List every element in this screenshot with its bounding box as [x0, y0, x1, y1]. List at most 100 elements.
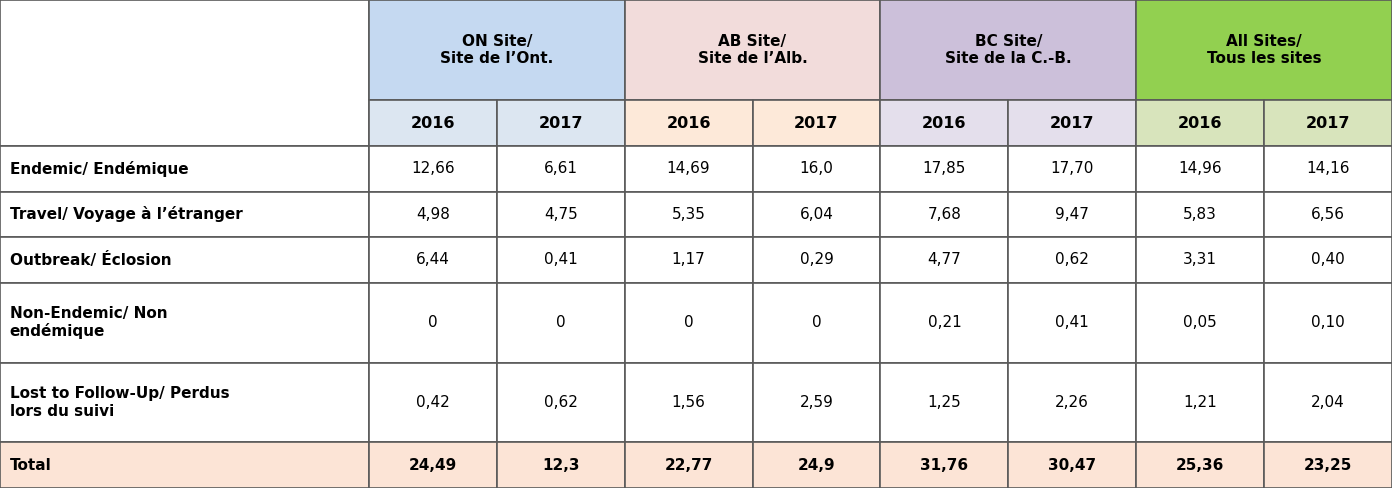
Text: 25,36: 25,36 [1176, 458, 1225, 473]
Text: 6,44: 6,44 [416, 252, 450, 267]
Bar [1264, 283, 1392, 363]
Text: 2,59: 2,59 [799, 395, 834, 410]
Bar [881, 283, 1008, 363]
Text: 0: 0 [555, 315, 565, 330]
Text: 2017: 2017 [539, 116, 583, 131]
Bar [369, 0, 625, 101]
Bar [369, 101, 497, 146]
Text: 17,85: 17,85 [923, 161, 966, 176]
Bar [497, 237, 625, 283]
Bar [497, 101, 625, 146]
Text: 2016: 2016 [922, 116, 966, 131]
Bar [1008, 283, 1136, 363]
Text: All Sites/
Tous les sites: All Sites/ Tous les sites [1207, 34, 1321, 66]
Text: 2016: 2016 [667, 116, 711, 131]
Bar [625, 0, 880, 101]
Bar [753, 101, 881, 146]
Text: 12,3: 12,3 [541, 458, 579, 473]
Text: 6,56: 6,56 [1311, 207, 1345, 222]
Bar [625, 363, 753, 443]
Text: 1,25: 1,25 [927, 395, 962, 410]
Bar [625, 101, 753, 146]
Text: 4,77: 4,77 [927, 252, 962, 267]
Bar [1008, 192, 1136, 237]
Text: BC Site/
Site de la C.-B.: BC Site/ Site de la C.-B. [945, 34, 1072, 66]
Bar [625, 146, 753, 192]
Bar [0, 0, 369, 146]
Bar [1264, 146, 1392, 192]
Bar [497, 363, 625, 443]
Text: 2016: 2016 [411, 116, 455, 131]
Bar [1008, 363, 1136, 443]
Bar [881, 0, 1136, 101]
Bar [625, 192, 753, 237]
Bar [0, 443, 369, 488]
Bar [497, 192, 625, 237]
Bar [497, 443, 625, 488]
Bar [753, 237, 881, 283]
Text: Endemic/ Endémique: Endemic/ Endémique [10, 161, 188, 177]
Bar [1264, 443, 1392, 488]
Bar [497, 283, 625, 363]
Text: 24,9: 24,9 [798, 458, 835, 473]
Text: 0: 0 [427, 315, 437, 330]
Text: 0,42: 0,42 [416, 395, 450, 410]
Bar [1264, 363, 1392, 443]
Text: 2017: 2017 [1050, 116, 1094, 131]
Text: 14,96: 14,96 [1179, 161, 1222, 176]
Bar [1136, 443, 1264, 488]
Bar [1136, 0, 1392, 101]
Bar [1136, 146, 1264, 192]
Text: 3,31: 3,31 [1183, 252, 1217, 267]
Text: 14,69: 14,69 [667, 161, 710, 176]
Bar [1136, 101, 1264, 146]
Text: 0,62: 0,62 [1055, 252, 1089, 267]
Text: 1,21: 1,21 [1183, 395, 1217, 410]
Bar [497, 146, 625, 192]
Text: 1,56: 1,56 [672, 395, 706, 410]
Bar [881, 192, 1008, 237]
Text: 0,41: 0,41 [1055, 315, 1089, 330]
Bar [625, 443, 753, 488]
Bar [0, 363, 369, 443]
Text: 0,62: 0,62 [544, 395, 578, 410]
Text: 0,29: 0,29 [799, 252, 834, 267]
Text: 2,26: 2,26 [1055, 395, 1089, 410]
Bar [881, 363, 1008, 443]
Bar [0, 146, 369, 192]
Text: 0,40: 0,40 [1311, 252, 1345, 267]
Text: AB Site/
Site de l’Alb.: AB Site/ Site de l’Alb. [697, 34, 807, 66]
Bar [0, 237, 369, 283]
Text: 24,49: 24,49 [409, 458, 457, 473]
Text: ON Site/
Site de l’Ont.: ON Site/ Site de l’Ont. [440, 34, 554, 66]
Text: 2017: 2017 [795, 116, 839, 131]
Bar [1264, 101, 1392, 146]
Bar [625, 237, 753, 283]
Text: 5,83: 5,83 [1183, 207, 1217, 222]
Text: 22,77: 22,77 [664, 458, 713, 473]
Bar [753, 146, 881, 192]
Bar [369, 363, 497, 443]
Bar [1136, 363, 1264, 443]
Text: 12,66: 12,66 [411, 161, 455, 176]
Bar [369, 237, 497, 283]
Text: 4,98: 4,98 [416, 207, 450, 222]
Text: Travel/ Voyage à l’étranger: Travel/ Voyage à l’étranger [10, 206, 242, 223]
Text: Lost to Follow-Up/ Perdus
lors du suivi: Lost to Follow-Up/ Perdus lors du suivi [10, 386, 230, 419]
Bar [1264, 192, 1392, 237]
Bar [369, 146, 497, 192]
Bar [369, 283, 497, 363]
Bar [881, 237, 1008, 283]
Text: Non-Endemic/ Non
endémique: Non-Endemic/ Non endémique [10, 306, 167, 340]
Bar [753, 443, 881, 488]
Text: 6,61: 6,61 [544, 161, 578, 176]
Bar [369, 192, 497, 237]
Bar [1008, 237, 1136, 283]
Bar [1264, 237, 1392, 283]
Bar [0, 283, 369, 363]
Text: 0,21: 0,21 [927, 315, 962, 330]
Text: 2,04: 2,04 [1311, 395, 1345, 410]
Bar [1136, 237, 1264, 283]
Bar [753, 283, 881, 363]
Bar [625, 283, 753, 363]
